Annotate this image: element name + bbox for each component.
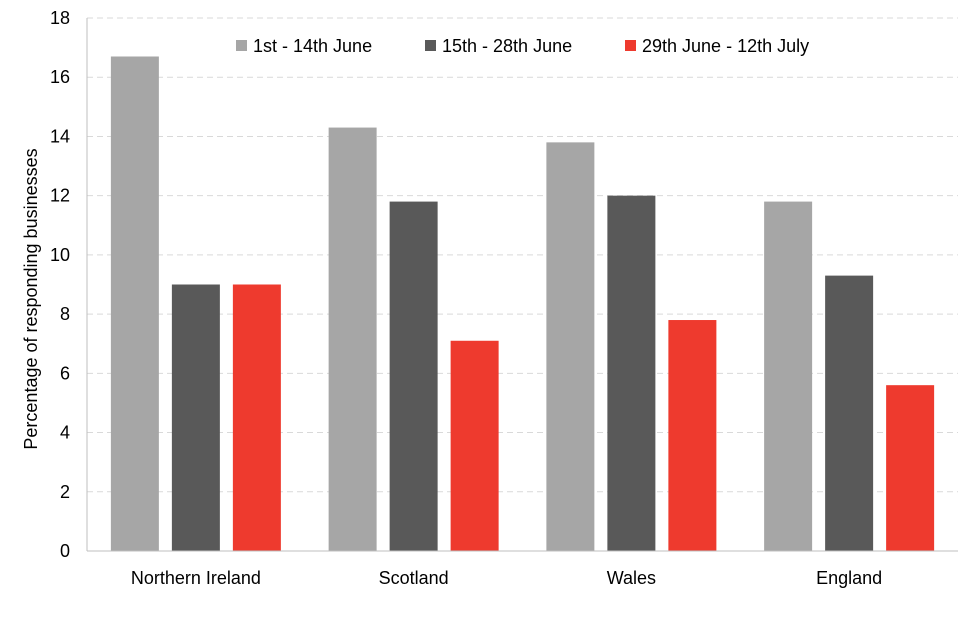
y-tick-label: 6: [60, 363, 70, 383]
x-category-labels: Northern Ireland Scotland Wales England: [131, 568, 882, 588]
y-tick-label: 2: [60, 482, 70, 502]
bar: [450, 340, 499, 551]
bar: [825, 275, 874, 551]
x-category-label: Scotland: [379, 568, 449, 588]
bar: [389, 201, 438, 552]
bar: [886, 385, 935, 551]
legend-label: 29th June - 12th July: [642, 36, 809, 56]
legend: 1st - 14th June 15th - 28th June 29th June…: [236, 36, 809, 56]
bar: [328, 127, 377, 552]
y-tick-label: 8: [60, 304, 70, 324]
bar: [171, 284, 220, 551]
axes: [86, 18, 958, 552]
bar: [668, 320, 717, 551]
bars: [110, 56, 935, 552]
x-category-label: England: [816, 568, 882, 588]
y-tick-label: 0: [60, 541, 70, 561]
legend-label: 1st - 14th June: [253, 36, 372, 56]
bar: [607, 195, 656, 551]
legend-label: 15th - 28th June: [442, 36, 572, 56]
legend-swatch: [425, 40, 436, 51]
y-tick-label: 4: [60, 423, 70, 443]
x-category-label: Wales: [607, 568, 656, 588]
y-tick-label: 16: [50, 67, 70, 87]
x-category-label: Northern Ireland: [131, 568, 261, 588]
bar: [546, 142, 595, 551]
bar: [764, 201, 813, 552]
bar: [232, 284, 281, 551]
legend-swatch: [236, 40, 247, 51]
y-tick-labels: 0 2 4 6 8 10 12 14 16 18: [50, 8, 70, 561]
y-axis-title: Percentage of responding businesses: [21, 148, 41, 449]
gridlines: [87, 17, 958, 493]
y-tick-label: 12: [50, 186, 70, 206]
y-tick-label: 10: [50, 245, 70, 265]
y-tick-label: 14: [50, 126, 70, 146]
y-tick-label: 18: [50, 8, 70, 28]
legend-swatch: [625, 40, 636, 51]
bar: [110, 56, 159, 551]
